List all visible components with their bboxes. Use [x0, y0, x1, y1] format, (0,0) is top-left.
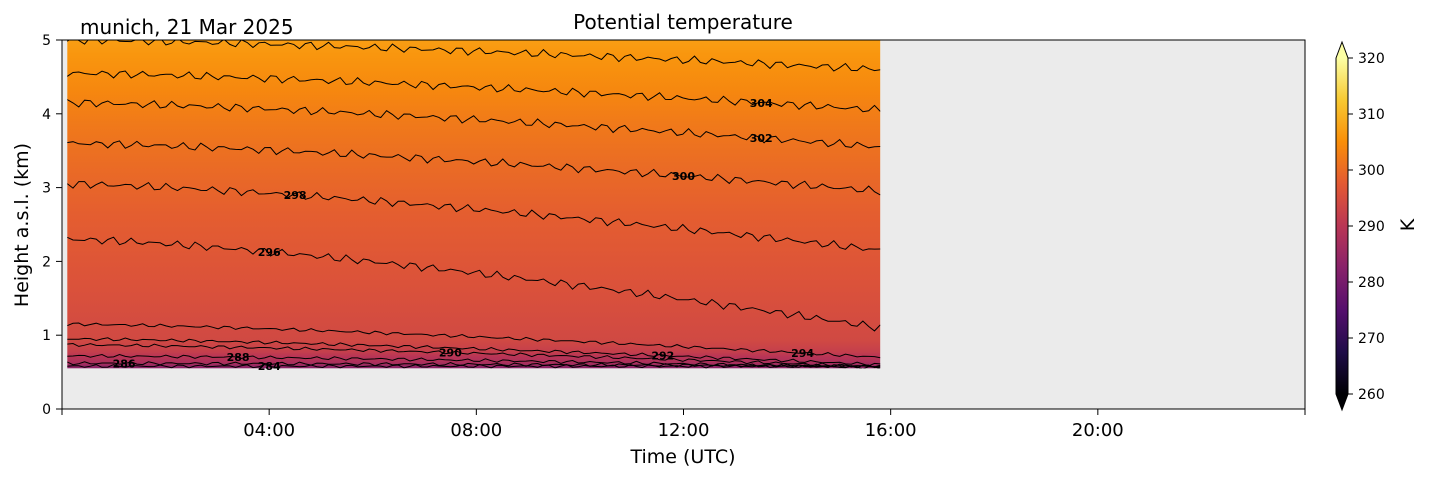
- colorbar-extend-min-arrow: [1336, 394, 1348, 410]
- y-tick-label: 2: [42, 254, 51, 270]
- x-tick-label: 04:00: [243, 420, 295, 441]
- contour-line-300: [67, 140, 881, 196]
- y-tick-label: 5: [42, 33, 51, 49]
- contour-line-298: [67, 181, 881, 251]
- contour-label-288: 288: [227, 351, 250, 364]
- x-tick-label: 20:00: [1072, 420, 1124, 441]
- contour-line-304: [67, 70, 881, 113]
- colorbar-gradient-bar: [1336, 58, 1348, 394]
- colorbar-tick-label: 290: [1358, 219, 1385, 235]
- contour-line-294: [67, 322, 881, 359]
- contour-label-294: 294: [791, 347, 814, 360]
- field-fill: [67, 40, 881, 369]
- y-tick-label: 4: [42, 107, 51, 123]
- contour-label-296: 296: [258, 246, 281, 259]
- contour-label-300: 300: [672, 170, 695, 183]
- colorbar-tick-label: 300: [1358, 163, 1385, 179]
- contour-label-290: 290: [439, 347, 462, 360]
- contour-line-296: [67, 236, 881, 332]
- x-tick-label: 12:00: [658, 420, 710, 441]
- contour-line-286: [67, 361, 881, 369]
- contour-label-286: 286: [113, 357, 136, 370]
- contour-label-298: 298: [284, 189, 307, 202]
- y-tick-label: 0: [42, 402, 51, 418]
- contour-line-302: [67, 99, 881, 149]
- contour-label-284: 284: [258, 360, 281, 373]
- contour-line-290: [67, 342, 881, 369]
- contour-label-292: 292: [651, 350, 674, 363]
- potential-temperature-field: [67, 40, 881, 369]
- colorbar-tick-label: 270: [1358, 331, 1385, 347]
- colorbar-ticks: 260 270 280 290 300 310 320: [1348, 51, 1385, 403]
- chart-title: Potential temperature: [573, 10, 793, 34]
- contour-line-292: [67, 337, 881, 367]
- colorbar-tick-label: 310: [1358, 107, 1385, 123]
- colorbar-tick-label: 280: [1358, 275, 1385, 291]
- contour-labels: 284 286 288 290 292 294 296 298 300 302 304: [113, 97, 815, 373]
- y-tick-label: 3: [42, 181, 51, 197]
- colorbar-tick-label: 260: [1358, 387, 1385, 403]
- contour-lines: [67, 40, 881, 369]
- colorbar: 260 270 280 290 300 310 320 K: [1335, 40, 1419, 412]
- colorbar-extend-max-arrow: [1336, 42, 1348, 58]
- contour-line-288: [67, 353, 881, 369]
- x-tick-label: 08:00: [450, 420, 502, 441]
- location-date-label: munich, 21 Mar 2025: [80, 15, 294, 39]
- x-axis-ticks: 04:00 08:00 12:00 16:00 20:00: [61, 409, 1306, 441]
- contour-label-304: 304: [750, 97, 773, 110]
- x-tick-label: 16:00: [865, 420, 917, 441]
- contour-label-302: 302: [750, 132, 773, 145]
- colorbar-tick-label: 320: [1358, 51, 1385, 67]
- y-axis-ticks: 0 1 2 3 4 5: [42, 33, 62, 418]
- y-tick-label: 1: [42, 328, 51, 344]
- contour-line-306: [67, 40, 881, 72]
- x-axis-label: Time (UTC): [629, 446, 735, 468]
- y-axis-label: Height a.s.l. (km): [11, 143, 33, 307]
- colorbar-label: K: [1397, 218, 1419, 231]
